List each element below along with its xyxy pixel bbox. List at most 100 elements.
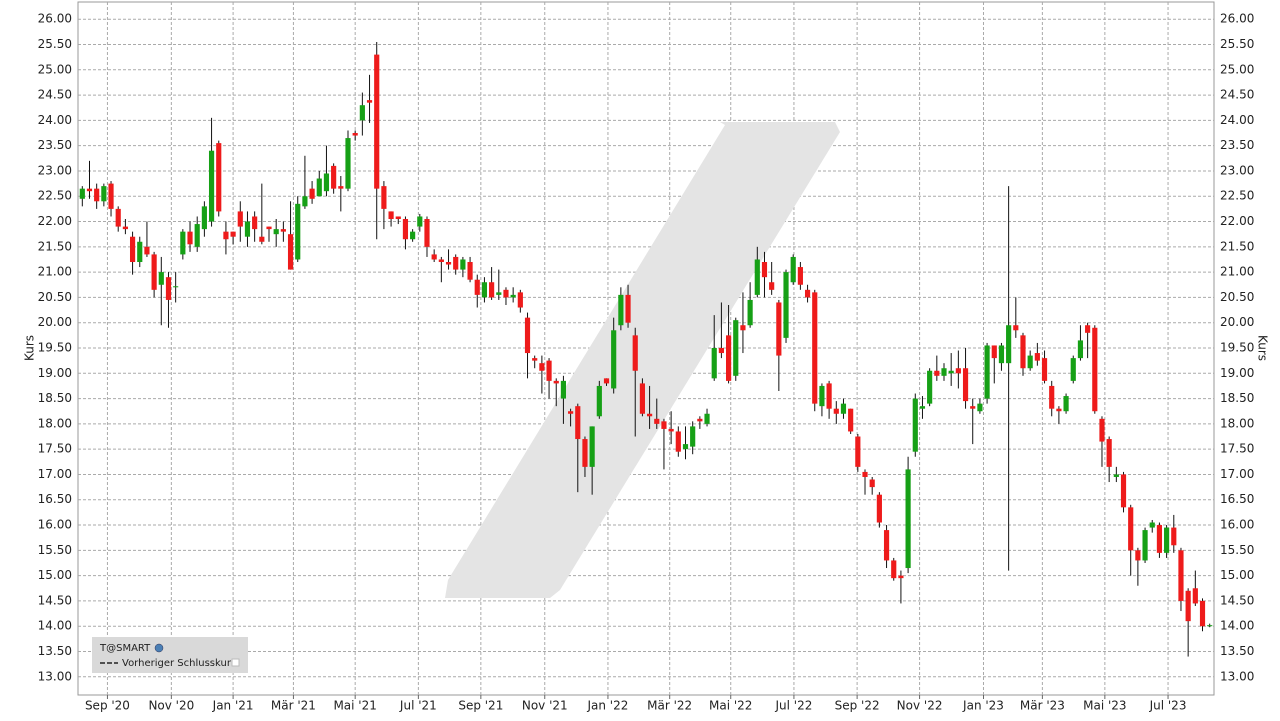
candle-body bbox=[833, 408, 839, 414]
candle-body bbox=[1207, 625, 1213, 627]
y2-tick-label: 19.50 bbox=[1220, 340, 1254, 354]
candle-body bbox=[970, 406, 976, 409]
candle-body bbox=[589, 426, 595, 467]
candle-body bbox=[998, 345, 1005, 364]
candle-body bbox=[718, 347, 724, 354]
candle-body bbox=[1020, 335, 1026, 369]
candle-body bbox=[862, 471, 868, 477]
candle-body bbox=[941, 368, 947, 376]
candle-body bbox=[553, 380, 559, 384]
candle-body bbox=[977, 403, 983, 412]
y-tick-label: 20.00 bbox=[38, 315, 72, 329]
candle-body bbox=[287, 234, 294, 270]
candle-body bbox=[366, 100, 373, 103]
x-tick-label: Mär '23 bbox=[1020, 699, 1065, 713]
candle-body bbox=[682, 444, 689, 450]
candle-body bbox=[761, 262, 768, 278]
candle-body bbox=[1056, 408, 1062, 412]
candle-body bbox=[927, 370, 933, 404]
legend-checkbox[interactable] bbox=[231, 658, 240, 667]
candle-body bbox=[467, 262, 473, 280]
y2-tick-label: 18.50 bbox=[1220, 391, 1254, 405]
candle-body bbox=[711, 347, 717, 379]
candle-body bbox=[1156, 525, 1163, 553]
y-tick-label: 13.50 bbox=[38, 644, 72, 658]
candle-body bbox=[273, 229, 279, 235]
candle-body bbox=[216, 143, 222, 212]
candle-body bbox=[1142, 530, 1148, 561]
candle-body bbox=[690, 426, 696, 447]
y2-tick-label: 25.00 bbox=[1220, 62, 1254, 76]
y-tick-label: 25.50 bbox=[38, 37, 72, 51]
candle-body bbox=[1099, 418, 1105, 442]
legend-label: Vorheriger Schlusskurs bbox=[122, 658, 236, 669]
candle-body bbox=[438, 259, 444, 263]
y2-tick-label: 22.00 bbox=[1220, 214, 1254, 228]
candle-body bbox=[187, 231, 193, 245]
candle-body bbox=[819, 385, 825, 407]
candle-body bbox=[460, 259, 466, 270]
candle-body bbox=[1171, 527, 1177, 546]
candle-body bbox=[1164, 527, 1170, 553]
y2-tick-label: 13.50 bbox=[1220, 644, 1254, 658]
candle-body bbox=[962, 368, 969, 402]
candle-body bbox=[129, 236, 136, 263]
y-tick-label: 21.00 bbox=[38, 265, 72, 279]
candle-body bbox=[417, 216, 423, 227]
candle-body bbox=[632, 335, 638, 371]
legend-box bbox=[92, 637, 248, 673]
candle-body bbox=[855, 436, 861, 467]
candle-body bbox=[201, 206, 207, 230]
candle-body bbox=[596, 385, 602, 417]
candle-body bbox=[919, 406, 926, 409]
candle-body bbox=[208, 150, 215, 222]
y2-tick-label: 23.50 bbox=[1220, 138, 1254, 152]
candle-body bbox=[826, 383, 832, 409]
candle-body bbox=[302, 196, 308, 207]
candle-body bbox=[725, 335, 732, 381]
y-tick-label: 23.50 bbox=[38, 138, 72, 152]
y-tick-label: 16.50 bbox=[38, 492, 72, 506]
candle-body bbox=[180, 231, 186, 255]
y2-tick-label: 16.50 bbox=[1220, 492, 1254, 506]
candle-body bbox=[1092, 327, 1098, 412]
y-tick-label: 15.50 bbox=[38, 543, 72, 557]
y2-tick-label: 20.50 bbox=[1220, 290, 1254, 304]
candle-body bbox=[812, 292, 818, 404]
candle-body bbox=[524, 317, 531, 354]
candle-body bbox=[1199, 600, 1206, 627]
y2-tick-label: 22.50 bbox=[1220, 189, 1254, 203]
y-tick-label: 16.00 bbox=[38, 518, 72, 532]
candle-body bbox=[252, 216, 258, 230]
candle-body bbox=[840, 403, 847, 414]
candle-body bbox=[510, 294, 516, 298]
x-tick-label: Mär '21 bbox=[271, 699, 316, 713]
candle-body bbox=[481, 282, 488, 298]
y2-tick-label: 18.00 bbox=[1220, 416, 1254, 430]
candle-body bbox=[453, 256, 459, 270]
candle-body bbox=[984, 345, 990, 399]
x-tick-label: Sep '20 bbox=[85, 699, 130, 713]
y-tick-label: 18.00 bbox=[38, 416, 72, 430]
candle-body bbox=[338, 186, 344, 189]
legend-icon bbox=[154, 643, 164, 653]
candle-body bbox=[568, 411, 574, 414]
candle-body bbox=[797, 267, 803, 285]
legend: T@SMART Vorheriger Schlusskurs bbox=[92, 637, 248, 673]
candle-body bbox=[905, 469, 911, 569]
y2-tick-label: 15.00 bbox=[1220, 568, 1254, 582]
y2-tick-label: 14.50 bbox=[1220, 593, 1254, 607]
candle-body bbox=[1027, 355, 1033, 369]
candle-body bbox=[101, 186, 107, 202]
candle-body bbox=[374, 54, 380, 189]
watermark bbox=[445, 122, 840, 598]
x-tick-label: Sep '22 bbox=[835, 699, 880, 713]
candle-body bbox=[575, 406, 581, 440]
candle-body bbox=[79, 188, 85, 199]
candle-body bbox=[1077, 340, 1084, 359]
candle-body bbox=[381, 186, 387, 209]
candles bbox=[79, 41, 1213, 657]
x-tick-label: Jan '21 bbox=[212, 699, 254, 713]
y2-tick-label: 24.50 bbox=[1220, 88, 1254, 102]
candle-body bbox=[280, 229, 286, 232]
